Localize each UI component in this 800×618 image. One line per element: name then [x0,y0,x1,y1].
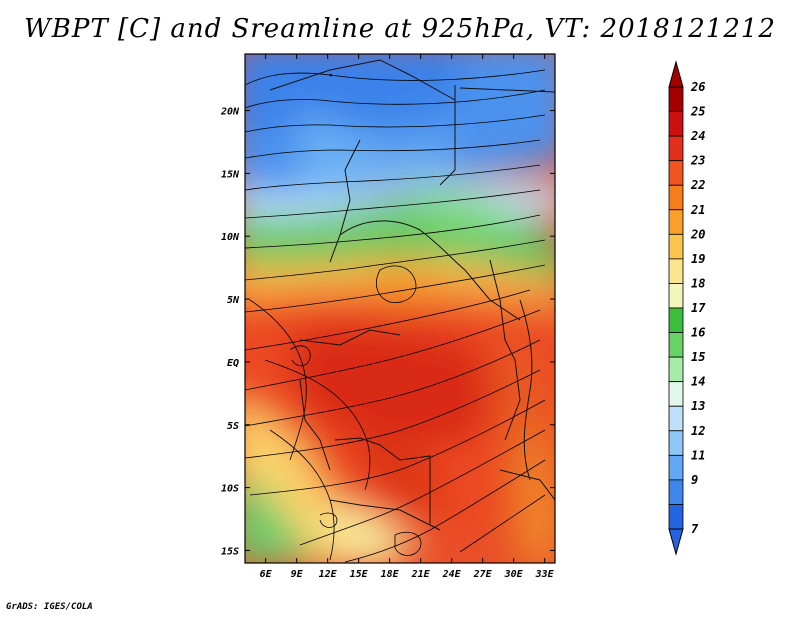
colorbar-label: 25 [690,105,705,119]
colorbar-swatch [668,135,684,162]
colorbar-label: 13 [691,399,705,413]
lon-tick-label: 27E [473,569,493,580]
colorbar-swatch [668,233,684,260]
colorbar-label: 18 [691,276,705,290]
colorbar-label: 17 [691,301,706,315]
colorbar-swatch [668,356,684,383]
lat-tick-label: 15N [221,169,240,180]
lat-tick-label: 5N [227,295,240,306]
colorbar-swatch [668,479,684,505]
colorbar-swatch [668,184,684,211]
lon-tick-label: 12E [319,569,338,580]
lon-tick-label: 9E [291,569,304,580]
colorbar-swatch [668,504,684,530]
lon-tick-label: 6E [260,569,273,580]
colorbar-label: 21 [690,203,705,217]
colorbar-swatch [668,160,684,186]
colorbar-label: 11 [691,448,705,462]
country-borders [269,59,555,531]
colorbar-label: 14 [691,375,705,389]
colorbar-label: 22 [690,178,705,192]
colorbar-swatch [668,307,684,333]
colorbar-swatch [668,209,684,235]
colorbar-swatch [668,332,684,358]
colorbar: 26 25 24 23 22 21 20 19 18 17 16 15 14 13 12 11 9 7 [668,60,706,556]
colorbar-label: 12 [691,424,705,438]
colorbar-swatch [668,430,684,456]
streamlines [245,69,546,563]
colorbar-swatch [668,283,684,309]
field-shading [245,54,555,563]
colorbar-top-arrow [668,60,684,88]
colorbar-label: 23 [690,154,705,168]
lat-tick-label: 15S [221,546,239,557]
colorbar-label: 20 [690,227,705,241]
map-plot-area [245,54,555,563]
lat-tick-label: 20N [220,107,240,118]
colorbar-label: 24 [690,129,705,143]
lon-tick-label: 15E [350,569,369,580]
colorbar-label: 9 [691,473,698,487]
colorbar-swatch [668,258,684,284]
colorbar-swatch [668,454,684,481]
map-frame [244,53,556,564]
lon-tick-label: 24E [442,569,462,580]
colorbar-swatch [668,111,684,137]
lat-tick-label: 10N [221,232,240,243]
colorbar-swatch [668,381,684,407]
lat-tick-label: EQ [227,358,239,369]
colorbar-label: 16 [691,326,705,340]
lon-tick-label: 18E [381,569,400,580]
colorbar-label: 19 [691,252,705,266]
colorbar-label: 7 [691,522,699,536]
colorbar-label: 26 [690,80,705,94]
lat-tick-label: 5S [227,421,239,432]
latitude-axis: 20N 15N 10N 5N EQ 5S 10S 15S [220,107,555,557]
lon-tick-label: 30E [504,569,524,580]
footer-credit: GrADS: IGES/COLA [6,602,93,612]
map-title: WBPT [C] and Sreamline at 925hPa, VT: 20… [24,14,776,44]
lat-tick-label: 10S [221,484,239,495]
colorbar-swatch [668,86,684,112]
colorbar-bottom-arrow [668,528,684,556]
colorbar-label: 15 [691,350,705,364]
lon-tick-label: 21E [411,569,431,580]
colorbar-swatch [668,405,684,432]
longitude-axis: 6E 9E 12E 15E 18E 21E 24E 27E 30E 33E [260,54,555,580]
lon-tick-label: 33E [535,569,555,580]
